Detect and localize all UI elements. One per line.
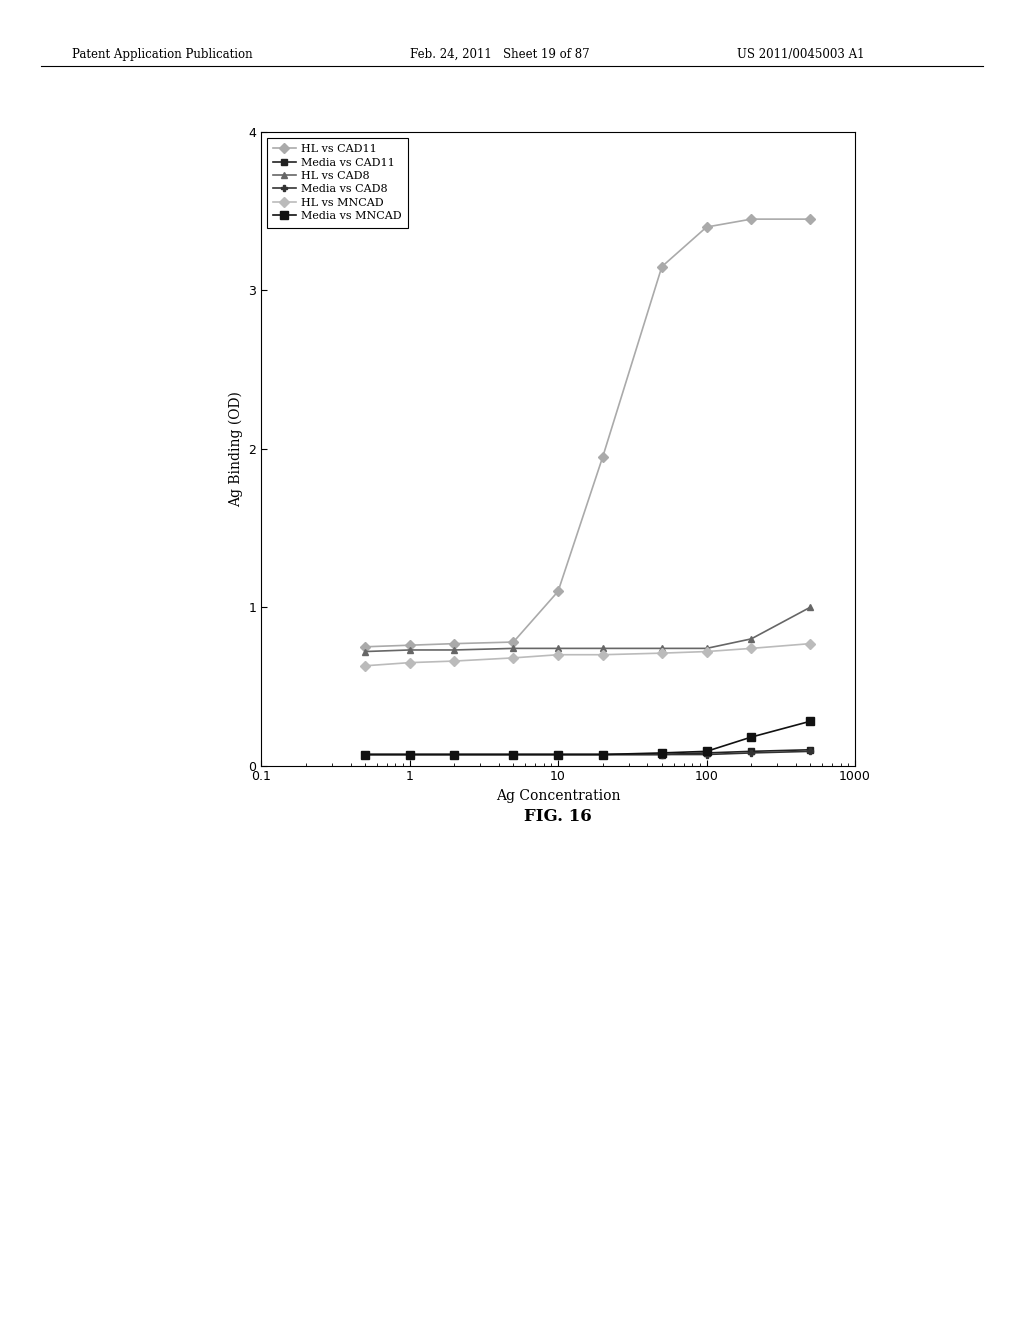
Line: HL vs MNCAD: HL vs MNCAD: [361, 640, 814, 669]
Text: Feb. 24, 2011   Sheet 19 of 87: Feb. 24, 2011 Sheet 19 of 87: [410, 48, 589, 61]
HL vs CAD11: [700, 219, 713, 235]
Text: FIG. 16: FIG. 16: [524, 808, 592, 825]
Media vs CAD8: [745, 744, 758, 760]
HL vs MNCAD: [449, 653, 461, 669]
HL vs CAD8: [655, 640, 668, 656]
HL vs MNCAD: [507, 649, 519, 665]
Media vs MNCAD: [655, 744, 668, 760]
HL vs CAD11: [552, 583, 564, 599]
Media vs CAD11: [358, 747, 371, 763]
HL vs CAD8: [449, 642, 461, 657]
HL vs CAD11: [449, 636, 461, 652]
Media vs CAD8: [597, 747, 609, 763]
HL vs CAD8: [700, 640, 713, 656]
HL vs CAD8: [597, 640, 609, 656]
Y-axis label: Ag Binding (OD): Ag Binding (OD): [228, 391, 243, 507]
HL vs CAD11: [597, 449, 609, 465]
HL vs MNCAD: [552, 647, 564, 663]
HL vs CAD8: [507, 640, 519, 656]
HL vs CAD11: [403, 638, 416, 653]
Media vs CAD11: [804, 742, 816, 758]
Media vs CAD11: [449, 747, 461, 763]
HL vs MNCAD: [403, 655, 416, 671]
Line: Media vs CAD11: Media vs CAD11: [361, 746, 814, 758]
Media vs CAD8: [358, 747, 371, 763]
Media vs CAD8: [655, 747, 668, 763]
Line: Media vs MNCAD: Media vs MNCAD: [360, 717, 814, 759]
HL vs CAD11: [655, 259, 668, 275]
HL vs CAD11: [507, 634, 519, 649]
Media vs CAD11: [655, 747, 668, 763]
Media vs MNCAD: [804, 713, 816, 729]
HL vs CAD11: [804, 211, 816, 227]
HL vs MNCAD: [700, 644, 713, 660]
HL vs MNCAD: [655, 645, 668, 661]
Text: US 2011/0045003 A1: US 2011/0045003 A1: [737, 48, 865, 61]
Media vs CAD11: [745, 743, 758, 759]
HL vs MNCAD: [358, 657, 371, 673]
Media vs MNCAD: [745, 729, 758, 744]
HL vs CAD8: [358, 644, 371, 660]
Media vs CAD8: [552, 747, 564, 763]
Line: HL vs CAD8: HL vs CAD8: [361, 603, 814, 655]
Media vs CAD11: [552, 747, 564, 763]
HL vs CAD8: [403, 642, 416, 657]
HL vs MNCAD: [804, 636, 816, 652]
Line: HL vs CAD11: HL vs CAD11: [361, 215, 814, 651]
X-axis label: Ag Concentration: Ag Concentration: [496, 789, 621, 803]
HL vs CAD11: [745, 211, 758, 227]
Media vs CAD11: [507, 747, 519, 763]
HL vs CAD11: [358, 639, 371, 655]
Media vs CAD8: [804, 743, 816, 759]
Legend: HL vs CAD11, Media vs CAD11, HL vs CAD8, Media vs CAD8, HL vs MNCAD, Media vs MN: HL vs CAD11, Media vs CAD11, HL vs CAD8,…: [266, 137, 409, 227]
Media vs MNCAD: [403, 747, 416, 763]
Media vs CAD11: [597, 747, 609, 763]
Media vs CAD11: [403, 747, 416, 763]
Media vs MNCAD: [552, 747, 564, 763]
Media vs CAD8: [449, 747, 461, 763]
Media vs MNCAD: [358, 747, 371, 763]
HL vs CAD8: [804, 599, 816, 615]
Media vs MNCAD: [700, 743, 713, 759]
Media vs MNCAD: [507, 747, 519, 763]
HL vs CAD8: [745, 631, 758, 647]
HL vs MNCAD: [745, 640, 758, 656]
Media vs MNCAD: [597, 747, 609, 763]
Line: Media vs CAD8: Media vs CAD8: [361, 748, 814, 758]
Media vs CAD8: [507, 747, 519, 763]
Media vs MNCAD: [449, 747, 461, 763]
Media vs CAD8: [403, 747, 416, 763]
Media vs CAD8: [700, 747, 713, 763]
HL vs MNCAD: [597, 647, 609, 663]
Media vs CAD11: [700, 744, 713, 760]
HL vs CAD8: [552, 640, 564, 656]
Text: Patent Application Publication: Patent Application Publication: [72, 48, 252, 61]
